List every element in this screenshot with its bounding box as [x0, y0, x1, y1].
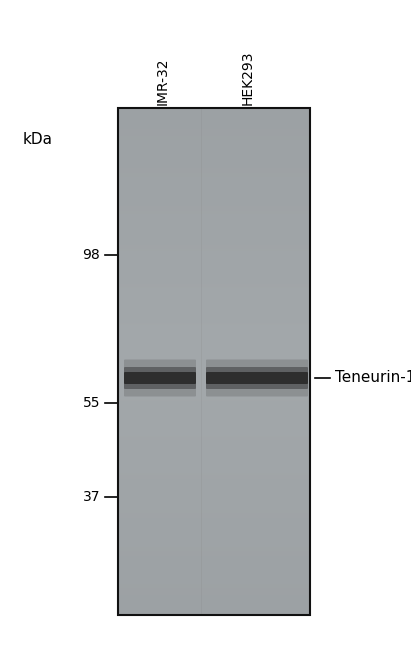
Text: kDa: kDa: [23, 133, 53, 148]
Text: 98: 98: [82, 248, 100, 262]
Text: 55: 55: [83, 396, 100, 410]
Text: 37: 37: [83, 490, 100, 504]
FancyBboxPatch shape: [206, 367, 308, 389]
FancyBboxPatch shape: [206, 372, 308, 384]
Text: Teneurin-1: Teneurin-1: [335, 370, 411, 385]
FancyBboxPatch shape: [124, 367, 196, 389]
Text: HEK293: HEK293: [241, 51, 255, 105]
Bar: [118, 108, 310, 615]
FancyBboxPatch shape: [124, 372, 196, 384]
FancyBboxPatch shape: [206, 359, 308, 396]
FancyBboxPatch shape: [124, 359, 196, 396]
Text: IMR-32: IMR-32: [156, 57, 170, 105]
